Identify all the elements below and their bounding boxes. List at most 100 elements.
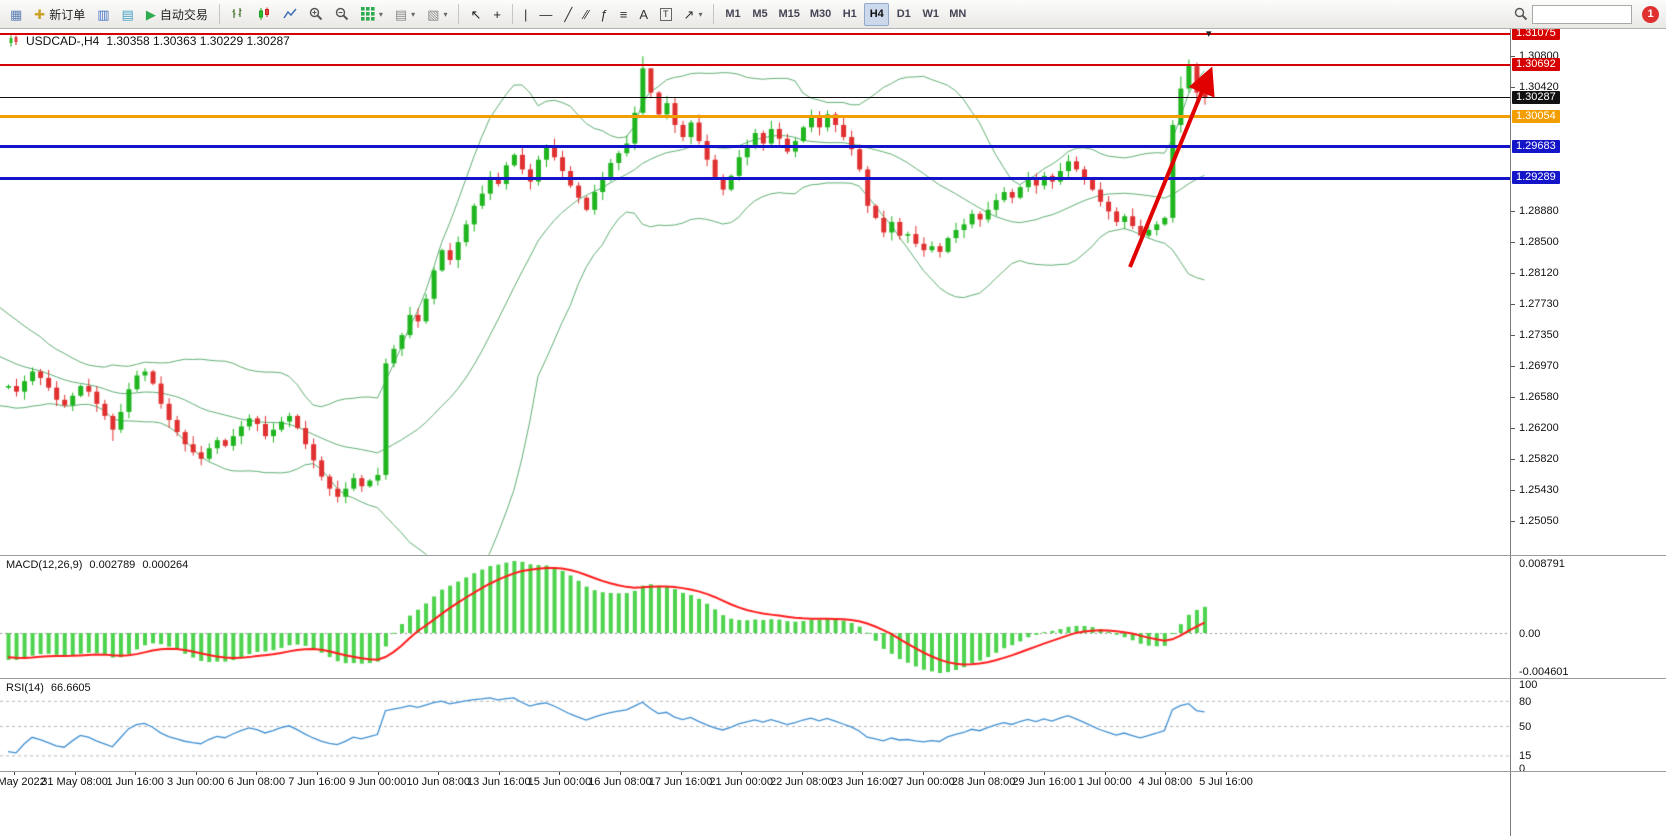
time-axis-tick — [74, 772, 76, 775]
timeframe-m5-button[interactable]: M5 — [752, 8, 768, 20]
chart-profiles-button[interactable]: ▤ ▾ — [390, 3, 420, 26]
rsi-label: RSI(14) 66.6605 — [6, 682, 91, 694]
chart-profiles-caret-icon: ▾ — [411, 9, 416, 19]
symbol-search — [1514, 4, 1632, 24]
chart-templates-button[interactable]: ▧ ▾ — [422, 3, 452, 26]
rsi-panel-splitter[interactable] — [0, 678, 1666, 679]
macd-main-value: 0.002789 — [89, 559, 136, 571]
cursor-tool-button[interactable]: ↖ — [465, 3, 486, 26]
macd-title: MACD(12,26,9) — [6, 559, 83, 571]
indicators-list-button[interactable]: ▾ — [356, 3, 388, 26]
autotrading-button[interactable]: ▶ 自动交易 — [141, 3, 213, 26]
indicators-list-caret-icon: ▾ — [378, 9, 383, 19]
macd-label: MACD(12,26,9) 0.002789 0.000264 — [6, 559, 188, 571]
arrow-tools-caret-icon: ▾ — [698, 9, 703, 19]
timeframe-m15-button[interactable]: M15 — [778, 8, 800, 20]
horizontal-line-1.29289[interactable] — [0, 176, 1510, 180]
timeframe-m1-button[interactable]: M1 — [725, 8, 741, 20]
time-axis-tick — [680, 772, 682, 775]
trendline-tool-icon: ╱ — [564, 6, 573, 22]
text-tool-button[interactable]: A — [634, 3, 653, 26]
time-axis-tick — [498, 772, 500, 775]
price-axis-label: 1.26200 — [1519, 422, 1559, 435]
price-axis-label: 1.28880 — [1519, 205, 1559, 218]
rsi-value: 66.6605 — [50, 682, 91, 694]
horizontal-line-1.30054[interactable] — [0, 115, 1510, 119]
timeframe-d1-button[interactable]: D1 — [896, 8, 911, 20]
search-icon — [1514, 7, 1528, 21]
vertical-line-tool-button[interactable]: | — [519, 3, 532, 26]
macd-axis-label: 0.008791 — [1519, 558, 1565, 570]
time-axis-label: 1 Jun 16:00 — [106, 776, 164, 788]
toolbar-separator — [218, 4, 220, 24]
symbol-search-input[interactable] — [1532, 4, 1632, 24]
rsi-axis-label: 100 — [1519, 679, 1538, 691]
timeframe-mn-button[interactable]: MN — [949, 8, 967, 20]
market-watch-button[interactable]: ▥ — [92, 3, 114, 26]
time-axis-tick — [14, 772, 15, 775]
timeframe-m30-button[interactable]: M30 — [809, 8, 832, 20]
chart-templates-caret-icon: ▾ — [443, 9, 448, 19]
line-chart-mode-button[interactable] — [278, 3, 302, 26]
time-axis-tick — [1165, 772, 1167, 775]
new-order-label: 新订单 — [49, 7, 86, 22]
autotrading-icon: ▶ — [145, 6, 156, 22]
rsi-axis-label: 80 — [1519, 695, 1532, 708]
cursor-tool-icon: ↖ — [470, 6, 482, 22]
label-tool-button[interactable]: T — [655, 3, 677, 26]
crosshair-tool-button[interactable]: + — [488, 3, 506, 26]
zoom-in-icon — [309, 7, 323, 21]
price-axis-tick — [1511, 521, 1515, 522]
timeframe-w1-button[interactable]: W1 — [922, 8, 940, 20]
time-axis-label: 13 Jun 16:00 — [466, 776, 531, 788]
price-axis[interactable]: 1.30800 1.30420 1.28880 1.28500 1.28120 1.277… — [1510, 27, 1666, 836]
price-axis-label: 1.30420 — [1519, 80, 1559, 93]
horizontal-line-1.30287[interactable] — [0, 97, 1510, 99]
time-axis-tick — [1226, 772, 1227, 775]
price-axis-label: 1.28500 — [1519, 236, 1559, 249]
arrow-tools-button[interactable]: ↗ ▾ — [679, 3, 708, 26]
time-axis-tick — [377, 772, 379, 775]
price-axis-tick — [1511, 86, 1515, 88]
line-styles-tool-icon: ≡ — [619, 6, 628, 22]
channel-tool-icon: ∕∕ — [584, 6, 589, 22]
price-axis-tick — [1511, 56, 1515, 58]
time-axis-label: 4 Jul 08:00 — [1138, 776, 1193, 788]
timeframe-h4-button[interactable]: H4 — [864, 2, 890, 26]
time-axis-tick — [983, 772, 985, 775]
charts-window-button[interactable]: ▦ — [5, 3, 27, 26]
time-axis-tick — [135, 772, 137, 775]
trendline-tool-button[interactable]: ╱ — [559, 3, 577, 26]
candlestick-mode-button[interactable] — [252, 3, 276, 26]
bar-chart-mode-button[interactable] — [226, 3, 250, 26]
horizontal-line-1.31075[interactable] — [0, 33, 1510, 35]
price-level-badge-1.29683: 1.29683 — [1512, 139, 1560, 153]
channel-tool-button[interactable]: ∕∕ — [579, 3, 593, 26]
price-axis-label: 1.26580 — [1519, 391, 1559, 404]
new-order-button[interactable]: ✚ 新订单 — [29, 3, 90, 26]
macd-panel-splitter[interactable] — [0, 555, 1666, 556]
toolbar: ▦ ✚ 新订单 ▥ ▤ ▶ 自动交易 ▾ ▤ ▾ ▧ ▾ ↖ + | — ╱ ∕∕ ƒ ≡ A T ↗ ▾ M1 M5 M15 M30… — [0, 0, 1666, 29]
price-axis-label: 1.25430 — [1519, 484, 1559, 497]
time-axis-label: 16 Jun 08:00 — [588, 776, 652, 788]
chart-shift-marker[interactable]: ▾ — [1206, 28, 1212, 40]
line-styles-tool-button[interactable]: ≡ — [615, 3, 633, 26]
chart-templates-icon: ▧ — [427, 6, 440, 22]
bar-chart-mode-icon — [232, 8, 242, 18]
horizontal-line-1.30692[interactable] — [0, 63, 1510, 66]
zoom-in-button[interactable] — [304, 3, 328, 26]
fibonacci-tool-button[interactable]: ƒ — [596, 3, 613, 26]
price-axis-tick — [1511, 458, 1515, 460]
timeframe-h1-button[interactable]: H1 — [842, 8, 857, 20]
horizontal-line-1.29683[interactable] — [0, 145, 1510, 149]
price-axis-tick — [1511, 428, 1515, 430]
time-axis-label: 27 Jun 00:00 — [891, 776, 955, 788]
time-axis-label: 3 Jun 00:00 — [167, 776, 225, 788]
notifications-badge[interactable]: 1 — [1642, 5, 1659, 23]
navigator-icon: ▤ — [121, 6, 134, 22]
horizontal-line-tool-button[interactable]: — — [534, 3, 557, 26]
navigator-button[interactable]: ▤ — [117, 3, 139, 26]
zoom-out-button[interactable] — [330, 3, 354, 26]
